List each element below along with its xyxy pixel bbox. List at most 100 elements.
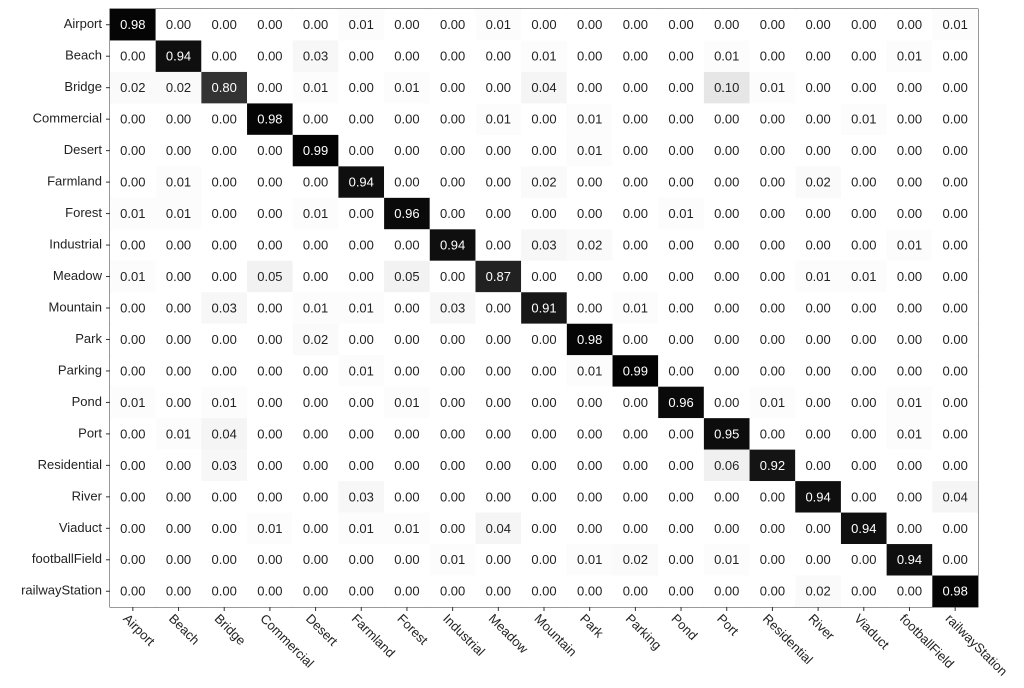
cell [155, 575, 202, 607]
cell [292, 418, 339, 450]
cell [201, 229, 248, 261]
cell [155, 355, 202, 387]
cell-label: 0.00 [394, 489, 419, 504]
cell [292, 71, 339, 104]
cell [886, 260, 933, 293]
cell [566, 575, 613, 607]
cell [201, 40, 248, 72]
cell [292, 260, 339, 293]
cell [338, 260, 385, 293]
cell-label: 0.01 [166, 175, 191, 190]
cell-label: 0.00 [805, 80, 830, 95]
cell [521, 386, 567, 419]
cell [429, 40, 476, 72]
cell [110, 481, 156, 513]
cell-label: 0.00 [851, 332, 876, 347]
cell [475, 229, 522, 261]
cell-label: 0.00 [440, 17, 465, 32]
cell-label: 0.00 [349, 237, 374, 252]
cell-label: 0.00 [440, 395, 465, 410]
cell-label: 0.00 [531, 521, 556, 536]
cell-label: 0.00 [943, 143, 968, 158]
cell [521, 449, 567, 482]
cell-label: 0.00 [668, 363, 693, 378]
cell [886, 40, 933, 72]
cell-label: 0.00 [212, 143, 237, 158]
cell-label: 0.03 [303, 49, 328, 64]
cell [201, 9, 248, 41]
cell-label: 0.00 [531, 489, 556, 504]
cell [886, 292, 933, 324]
cell [795, 71, 841, 104]
cell [521, 166, 567, 198]
cell-label: 0.01 [714, 49, 739, 64]
cell-label: 0.00 [851, 80, 876, 95]
cell [521, 229, 567, 261]
cell-label: 0.04 [531, 80, 556, 95]
cell-label: 0.00 [166, 521, 191, 536]
cell [201, 544, 248, 576]
cell [110, 355, 156, 387]
cell [521, 323, 567, 356]
cell [110, 166, 156, 198]
cell-label: 0.00 [303, 112, 328, 127]
cell [201, 418, 248, 450]
cell-label: 0.00 [760, 17, 785, 32]
cell-label: 0.00 [943, 363, 968, 378]
cell-label: 0.00 [212, 332, 237, 347]
cell [703, 260, 750, 293]
cell [749, 449, 796, 482]
cell [749, 386, 796, 419]
cell [429, 418, 476, 450]
cell-label: 0.98 [120, 17, 145, 32]
cell [886, 481, 933, 513]
cell [840, 544, 887, 576]
cell [749, 292, 796, 324]
y-tick-label: footballField [32, 551, 102, 566]
cell [566, 512, 613, 545]
cell-label: 0.00 [897, 584, 922, 599]
cell [338, 229, 385, 261]
cell-label: 0.00 [166, 112, 191, 127]
cell-label: 0.00 [212, 363, 237, 378]
cell [110, 512, 156, 545]
cell [749, 40, 796, 72]
cell [475, 134, 522, 167]
cell-label: 0.00 [851, 489, 876, 504]
cell [292, 229, 339, 261]
cell-label: 0.01 [120, 395, 145, 410]
cell [566, 323, 613, 356]
cell-label: 0.94 [166, 49, 191, 64]
cell [338, 355, 385, 387]
x-tick-label: Desert [303, 611, 341, 649]
cell [703, 512, 750, 545]
cell [612, 40, 659, 72]
cell-label: 0.01 [760, 80, 785, 95]
cell-label: 0.95 [714, 426, 739, 441]
cell [703, 323, 750, 356]
cell-label: 0.00 [257, 363, 282, 378]
cell-label: 0.00 [349, 395, 374, 410]
cell [247, 166, 293, 198]
cell-label: 0.98 [943, 584, 968, 599]
cell-label: 0.00 [851, 237, 876, 252]
cell [840, 197, 887, 230]
cell-label: 0.00 [440, 49, 465, 64]
cell-label: 0.00 [668, 175, 693, 190]
cell [795, 229, 841, 261]
cell-label: 0.00 [805, 395, 830, 410]
cell-label: 0.96 [668, 395, 693, 410]
cell-label: 0.00 [440, 426, 465, 441]
cell [703, 386, 750, 419]
cell-label: 0.00 [257, 300, 282, 315]
cell-label: 0.00 [440, 489, 465, 504]
cell [201, 103, 248, 135]
cell [475, 292, 522, 324]
cell-label: 0.00 [257, 80, 282, 95]
cell-label: 0.00 [212, 521, 237, 536]
cell [338, 40, 385, 72]
x-tick-label: River [806, 611, 839, 644]
cell-label: 0.00 [531, 112, 556, 127]
cell-label: 0.00 [623, 175, 648, 190]
cell-label: 0.00 [714, 332, 739, 347]
